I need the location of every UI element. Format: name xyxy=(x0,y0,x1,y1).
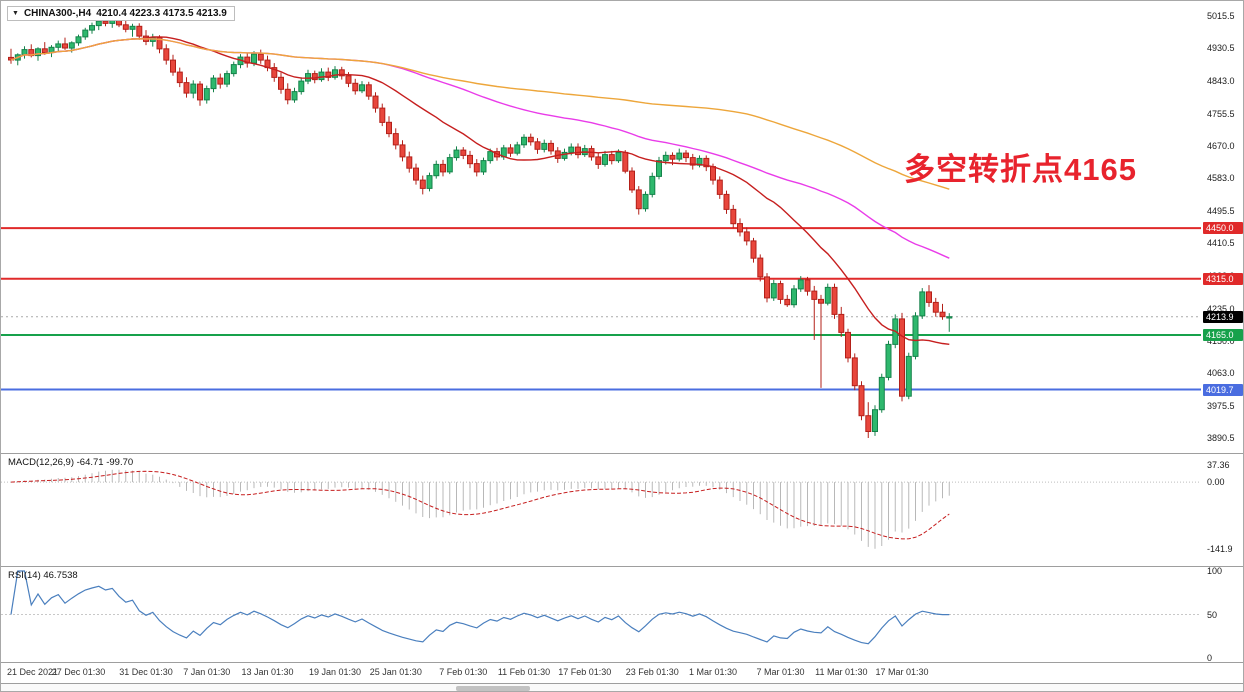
candles-layer xyxy=(8,16,953,438)
price-scale[interactable]: 5015.5 4930.5 4843.0 4755.5 4670.0 4583.0 4495… xyxy=(1203,1,1243,453)
rsi-line xyxy=(10,570,950,645)
price-axis-label: 4063.0 xyxy=(1207,368,1235,379)
macd-axis-label: 0.00 xyxy=(1207,477,1225,488)
fast-ma xyxy=(10,36,950,345)
moving-averages-layer xyxy=(10,36,950,345)
price-axis-label: 4583.0 xyxy=(1207,173,1235,184)
time-axis-label: 7 Feb 01:30 xyxy=(439,667,488,677)
slow-ma xyxy=(10,38,950,190)
price-axis-label: 4755.5 xyxy=(1207,108,1235,119)
macd-canvas[interactable] xyxy=(1,454,1203,566)
time-axis-label: 31 Dec 01:30 xyxy=(119,667,173,677)
price-badge: 4450.0 xyxy=(1203,222,1243,235)
time-axis-label: 7 Mar 01:30 xyxy=(756,667,805,677)
macd-scale[interactable]: 37.36 0.00 -141.9 xyxy=(1203,454,1243,566)
time-axis-label: 19 Jan 01:30 xyxy=(308,667,362,677)
rsi-canvas[interactable] xyxy=(1,567,1203,662)
time-axis-label: 17 Feb 01:30 xyxy=(558,667,612,677)
price-axis-label: 4930.5 xyxy=(1207,42,1235,53)
annotation-text: 多空转折点4165 xyxy=(904,152,1137,187)
price-axis-label: 4235.0 xyxy=(1207,303,1235,314)
time-axis-label: 23 Feb 01:30 xyxy=(625,667,679,677)
price-axis-label: 4670.0 xyxy=(1207,140,1235,151)
panel-separator[interactable] xyxy=(1,453,1243,454)
price-axis-label: 4843.0 xyxy=(1207,75,1235,86)
price-badge: 4213.9 xyxy=(1203,310,1243,323)
rsi-axis-label: 0 xyxy=(1207,653,1213,663)
macd-label: MACD(12,26,9) -64.71 -99.70 xyxy=(8,457,134,468)
price-chart-canvas[interactable] xyxy=(1,1,1203,453)
time-axis-label: 13 Jan 01:30 xyxy=(241,667,294,677)
time-scale[interactable]: 21 Dec 2021 27 Dec 01:30 31 Dec 01:30 7 Jan… xyxy=(1,663,1201,683)
time-axis-label: 7 Jan 01:30 xyxy=(183,667,231,677)
macd-axis-label: 37.36 xyxy=(1207,459,1230,470)
time-axis-label: 27 Dec 01:30 xyxy=(51,667,106,677)
panel-separator xyxy=(1,662,1243,663)
mid-ma xyxy=(10,38,950,259)
time-axis-label: 11 Feb 01:30 xyxy=(497,667,551,677)
chart-current-ohlc: 4210.4 4223.3 4173.5 4213.9 xyxy=(96,8,227,19)
time-axis-label: 17 Mar 01:30 xyxy=(875,667,929,677)
rsi-label: RSI(14) 46.7538 xyxy=(8,570,78,581)
price-axis-label: 5015.5 xyxy=(1207,11,1235,21)
chart-title-box: ▼ CHINA300-,H4 4210.4 4223.3 4173.5 4213… xyxy=(7,6,235,21)
rsi-scale[interactable]: 100 50 0 xyxy=(1203,566,1243,663)
price-axis-label: 3890.5 xyxy=(1207,433,1235,443)
price-badge: 4165.0 xyxy=(1203,329,1243,341)
price-badge: 4019.7 xyxy=(1203,383,1243,396)
price-axis-label: 4495.5 xyxy=(1207,206,1235,217)
hlines-layer xyxy=(1,227,1201,391)
time-axis-label: 1 Mar 01:30 xyxy=(688,667,738,677)
one-click-trading-collapse-icon[interactable]: ▼ xyxy=(12,10,19,17)
chart-symbol-period: CHINA300-,H4 xyxy=(23,8,92,19)
price-axis-label: 4410.5 xyxy=(1207,237,1235,248)
panel-separator[interactable] xyxy=(1,566,1243,567)
rsi-axis-label: 100 xyxy=(1207,566,1223,576)
rsi-axis-label: 50 xyxy=(1207,609,1218,620)
price-axis-label: 3975.5 xyxy=(1207,401,1235,412)
macd-signal-line xyxy=(10,470,950,540)
time-axis-label: 21 Dec 2021 xyxy=(7,667,59,677)
macd-axis-label: -141.9 xyxy=(1207,543,1233,554)
scrollbar-thumb[interactable] xyxy=(456,686,530,691)
time-axis-label: 11 Mar 01:30 xyxy=(815,667,868,677)
price-badge: 4315.0 xyxy=(1203,272,1243,285)
bottom-scrollbar xyxy=(1,684,1243,691)
time-axis-label: 25 Jan 01:30 xyxy=(369,667,422,677)
bottom-border xyxy=(1,683,1243,684)
